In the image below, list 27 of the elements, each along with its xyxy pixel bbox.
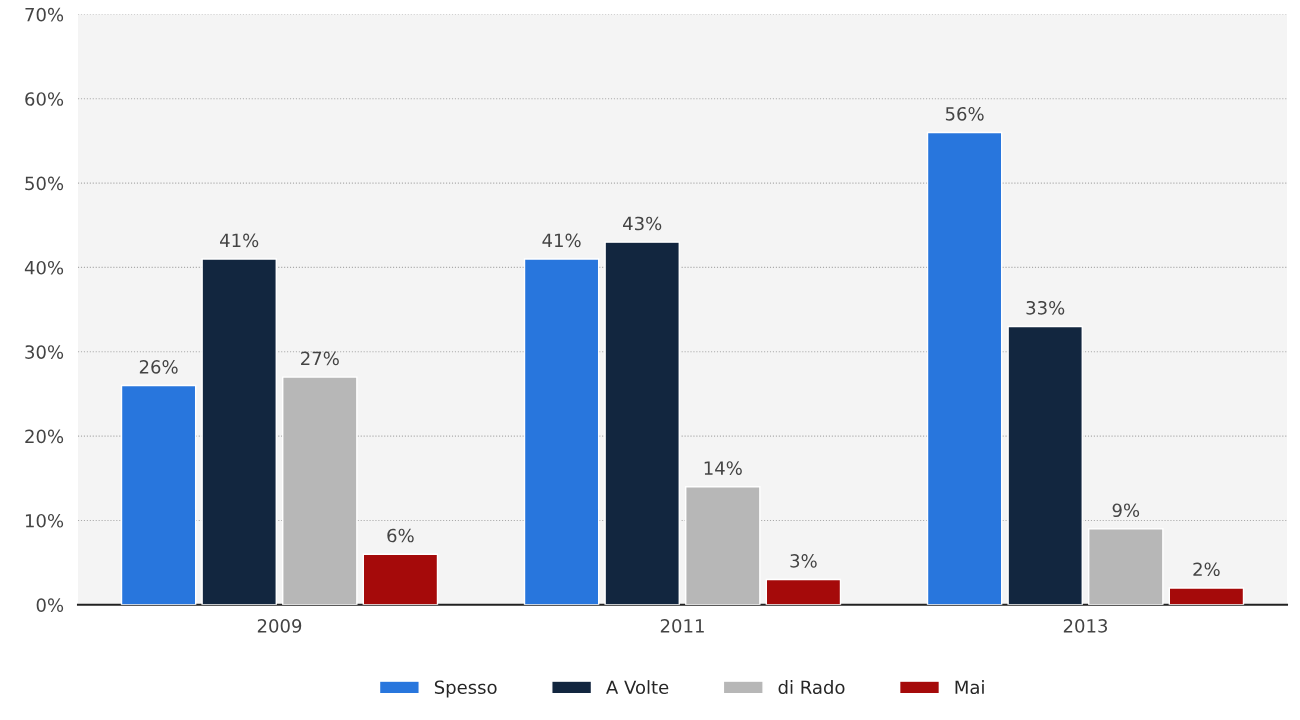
y-tick-label: 10% — [25, 513, 64, 528]
data-label: 9% — [1112, 503, 1140, 518]
data-label: 27% — [301, 351, 339, 366]
data-label: 43% — [623, 216, 662, 231]
y-tick-label: 50% — [25, 176, 64, 191]
y-tick-label: 60% — [25, 92, 64, 106]
y-tick-label: 70% — [25, 7, 64, 22]
legend-label: Mai — [955, 680, 984, 695]
y-tick-label: 20% — [25, 429, 64, 444]
x-tick-label: 2011 — [660, 619, 704, 633]
legend-label: Spesso — [434, 680, 497, 698]
data-label: 33% — [1026, 300, 1065, 315]
x-tick-label: 2009 — [257, 619, 302, 633]
data-label: 41% — [220, 233, 259, 248]
data-label: 26% — [139, 360, 178, 374]
data-label: 56% — [945, 106, 984, 121]
data-label: 6% — [387, 528, 414, 543]
y-tick-label: 40% — [24, 260, 64, 275]
data-label: 41% — [542, 233, 581, 248]
y-tick-label: 0% — [36, 598, 64, 612]
x-tick-label: 2013 — [1063, 619, 1108, 633]
legend-label: A Volte — [606, 680, 669, 695]
data-label: 2% — [1193, 562, 1220, 577]
y-tick-label: 30% — [25, 345, 64, 359]
data-label: 3% — [790, 554, 817, 568]
data-label: 14% — [704, 461, 742, 475]
legend-label: di Rado — [778, 680, 845, 695]
